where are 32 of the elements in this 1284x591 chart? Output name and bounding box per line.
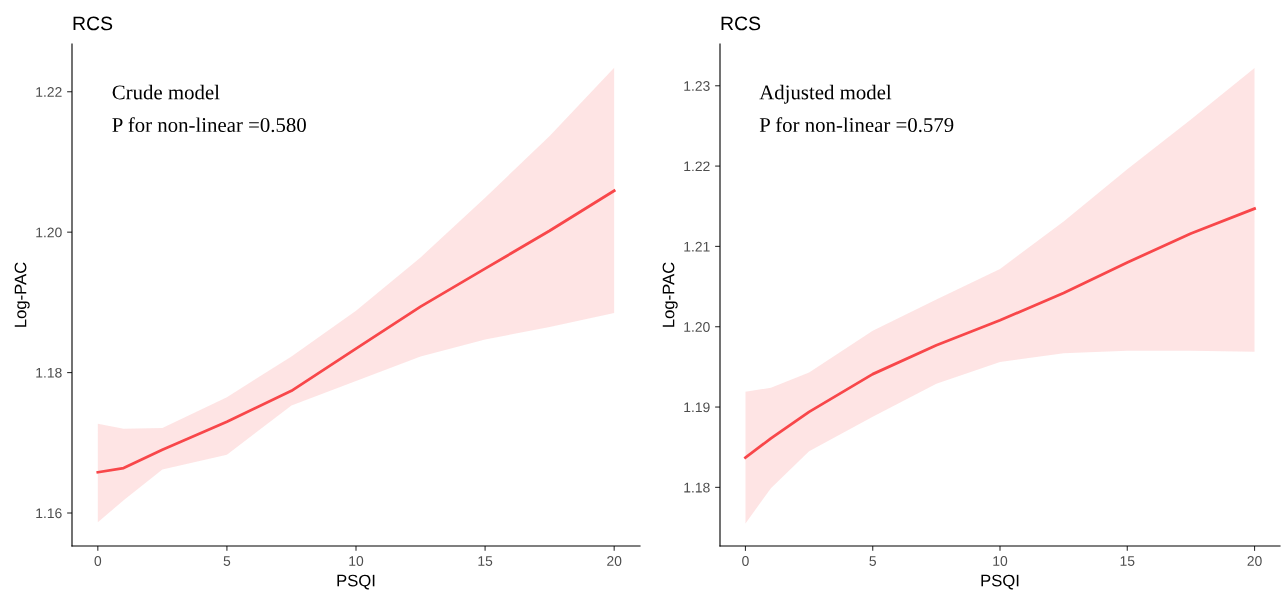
y-tick-label: 1.18 — [684, 482, 710, 493]
x-axis-title: PSQI — [337, 574, 375, 590]
y-tick-label: 1.22 — [36, 87, 62, 97]
y-axis-title: Log-PAC — [14, 262, 30, 327]
x-tick-label: 10 — [349, 556, 364, 566]
y-tick-label: 1.22 — [684, 161, 710, 172]
y-tick-label: 1.19 — [684, 402, 710, 413]
y-tick-label: 1.20 — [36, 227, 62, 238]
annotation: P for non-linear =0.579 — [759, 117, 954, 133]
y-axis-title: Log-PAC — [662, 262, 678, 327]
x-tick-label: 5 — [869, 556, 877, 566]
y-tick-label: 1.16 — [36, 508, 62, 519]
x-tick-label: 15 — [478, 556, 493, 566]
y-tick-label: 1.21 — [684, 241, 710, 252]
x-tick-label: 20 — [1247, 556, 1262, 566]
x-axis-title: PSQI — [981, 574, 1019, 590]
line-series — [744, 207, 1256, 460]
y-tick-label: 1.23 — [684, 81, 710, 91]
y-tick-label: 1.20 — [684, 322, 710, 332]
x-tick-label: 0 — [742, 556, 749, 566]
x-tick-label: 0 — [94, 556, 102, 566]
x-tick-label: 20 — [607, 556, 622, 566]
line-series — [96, 189, 616, 474]
x-tick-label: 5 — [223, 556, 231, 566]
annotation: Adjusted model — [759, 84, 892, 104]
y-tick-label: 1.18 — [36, 367, 62, 378]
chart-title: RCS — [721, 16, 761, 31]
chart-title: RCS — [73, 16, 113, 31]
x-tick-label: 15 — [1120, 556, 1135, 566]
annotation: Crude model — [112, 84, 220, 100]
x-tick-label: 10 — [993, 556, 1008, 566]
annotation: P for non-linear =0.580 — [112, 117, 306, 133]
